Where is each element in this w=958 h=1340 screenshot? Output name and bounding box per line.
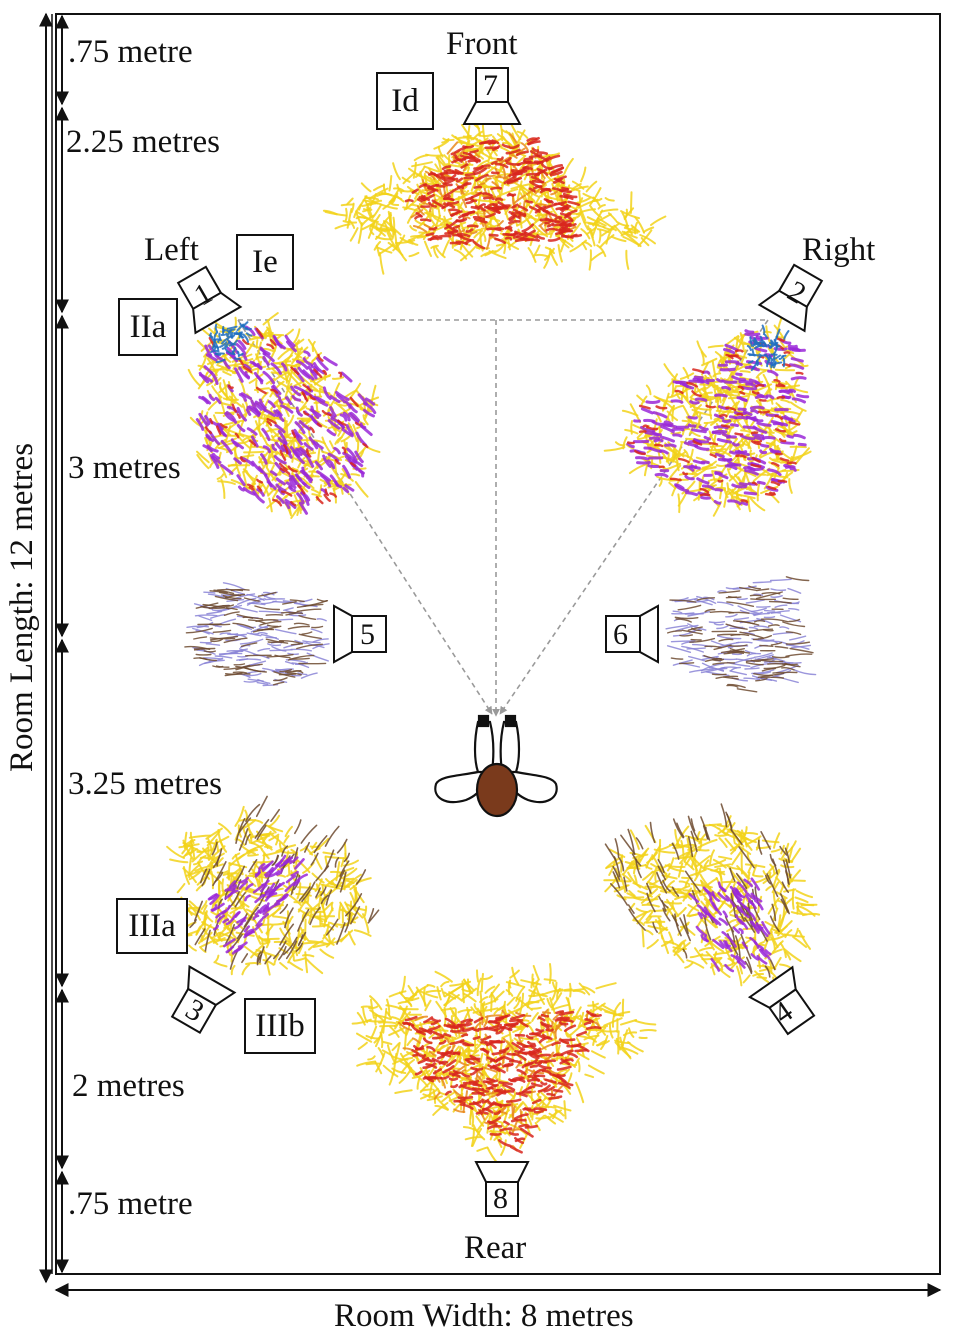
cloud-5-brown [184, 588, 329, 686]
speaker-5-number: 5 [360, 618, 375, 651]
cloud-left-red [204, 328, 369, 507]
room-length-label: Room Length: 12 metres [4, 442, 40, 772]
front-label: Front [446, 26, 518, 62]
cloud-6-brown [667, 576, 814, 693]
speaker-7-cone [462, 101, 522, 125]
room-width-label: Room Width: 8 metres [334, 1298, 634, 1334]
zone-Id-box: Id [376, 72, 434, 130]
cloud-right-blue [746, 324, 790, 372]
speaker-5-body [351, 615, 387, 653]
rear-label: Rear [464, 1230, 527, 1266]
sight-lines [237, 319, 769, 717]
cloud-front-red [404, 136, 583, 250]
left-label: Left [144, 232, 199, 268]
cloud-3-brown [189, 795, 380, 970]
segment-label-3: 3 metres [68, 450, 181, 486]
speaker-4-cone [747, 965, 797, 1009]
cloud-rear-yellow [351, 963, 657, 1165]
speaker-6-cone [639, 604, 659, 664]
speaker-6-number: 6 [613, 618, 628, 651]
speaker-8-number: 8 [493, 1182, 508, 1215]
cloud-right-red [627, 337, 804, 504]
speaker-7-number: 7 [483, 69, 498, 102]
cloud-left-yellow [187, 312, 381, 519]
cloud-left-purple [195, 325, 377, 515]
cloud-3-purple [207, 854, 308, 955]
segment-label-2: 2.25 metres [66, 124, 220, 160]
speaker-5-cone [333, 604, 353, 664]
cloud-4-purple [688, 877, 772, 973]
speaker-2-cone [757, 289, 808, 333]
speaker-1-cone [192, 291, 243, 335]
cloud-4-yellow [603, 815, 821, 995]
speaker-3-cone [187, 964, 237, 1007]
zone-IIa-box: IIa [118, 298, 178, 356]
zone-IIIa-box: IIIa [116, 898, 188, 954]
listener-head [475, 762, 519, 818]
segment-label-4: 3.25 metres [68, 766, 222, 802]
zone-IIIb-box: IIIb [244, 998, 316, 1054]
speaker-8-cone [474, 1161, 530, 1183]
right-label: Right [802, 232, 876, 268]
segment-label-1: .75 metre [68, 34, 193, 70]
zone-Ie-box: Ie [236, 234, 294, 290]
listener-figure [434, 714, 558, 818]
segment-label-6: .75 metre [68, 1186, 193, 1222]
segment-label-5: 2 metres [72, 1068, 185, 1104]
speaker-shapes [170, 67, 824, 1217]
cloud-rear-red [402, 1010, 602, 1154]
cloud-left-blue [208, 321, 253, 364]
cloud-5-lavender [186, 582, 330, 687]
sound-clouds [166, 119, 821, 1165]
